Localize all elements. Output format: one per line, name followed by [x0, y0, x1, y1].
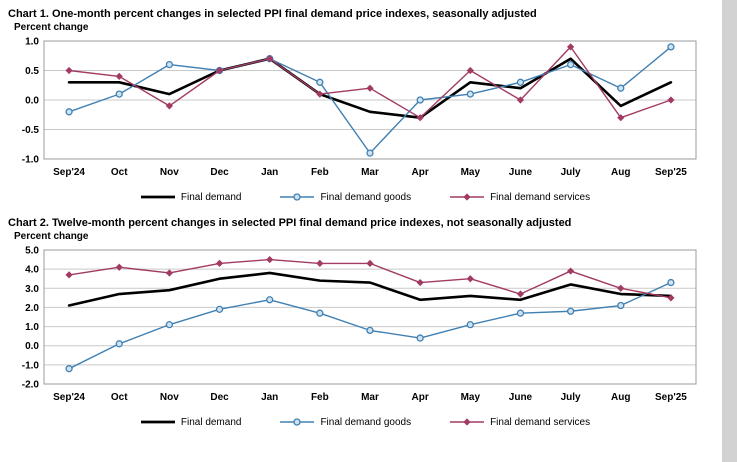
- svg-text:-2.0: -2.0: [22, 380, 40, 391]
- svg-text:2.0: 2.0: [25, 303, 39, 314]
- svg-text:July: July: [561, 167, 581, 178]
- legend-swatch-1-0: [140, 195, 175, 199]
- svg-text:June: June: [509, 167, 533, 178]
- svg-text:May: May: [461, 392, 481, 403]
- legend-item: Final demand: [140, 416, 242, 428]
- legend-item: Final demand goods: [279, 416, 411, 428]
- legend-label: Final demand services: [490, 191, 591, 203]
- legend-swatch-1-1: [280, 193, 315, 201]
- svg-text:Oct: Oct: [111, 167, 128, 178]
- chart2-ylabel: Percent change: [14, 231, 89, 242]
- page-root: Chart 1. One-month percent changes in se…: [0, 0, 722, 428]
- legend-swatch-2-1: [280, 418, 315, 426]
- svg-text:Jan: Jan: [261, 167, 278, 178]
- svg-text:Aug: Aug: [611, 167, 630, 178]
- chart2-title: Chart 2. Twelve-month percent changes in…: [8, 217, 572, 229]
- legend-label: Final demand goods: [320, 191, 412, 203]
- svg-text:Aug: Aug: [611, 392, 630, 403]
- svg-text:Sep'24: Sep'24: [53, 167, 85, 178]
- chart2-section: Chart 2. Twelve-month percent changes in…: [0, 209, 722, 428]
- svg-text:0.5: 0.5: [25, 66, 39, 77]
- svg-text:Sep'24: Sep'24: [53, 392, 85, 403]
- svg-text:4.0: 4.0: [25, 265, 39, 276]
- svg-text:-0.5: -0.5: [22, 125, 40, 136]
- svg-text:Mar: Mar: [361, 392, 379, 403]
- legend-item: Final demand services: [449, 416, 590, 428]
- svg-text:Feb: Feb: [311, 392, 329, 403]
- svg-text:-1.0: -1.0: [22, 155, 40, 166]
- chart1-section: Chart 1. One-month percent changes in se…: [0, 0, 722, 203]
- legend-label: Final demand services: [490, 416, 591, 428]
- svg-text:0.0: 0.0: [25, 341, 39, 352]
- svg-text:Nov: Nov: [160, 167, 179, 178]
- svg-text:Dec: Dec: [210, 167, 229, 178]
- legend-swatch-2-0: [140, 420, 175, 424]
- svg-text:Apr: Apr: [412, 392, 429, 403]
- legend-label: Final demand goods: [320, 416, 412, 428]
- svg-text:July: July: [561, 392, 581, 403]
- svg-text:Sep'25: Sep'25: [655, 167, 687, 178]
- svg-text:5.0: 5.0: [25, 246, 39, 257]
- svg-text:Sep'25: Sep'25: [655, 392, 687, 403]
- svg-text:-1.0: -1.0: [22, 360, 40, 371]
- svg-text:Feb: Feb: [311, 167, 329, 178]
- chart1-ylabel: Percent change: [14, 22, 89, 33]
- svg-text:0.0: 0.0: [25, 96, 39, 107]
- legend-item: Final demand goods: [279, 191, 411, 203]
- svg-text:Oct: Oct: [111, 392, 128, 403]
- svg-text:June: June: [509, 392, 533, 403]
- svg-text:3.0: 3.0: [25, 284, 39, 295]
- svg-text:1.0: 1.0: [25, 37, 39, 48]
- svg-text:Mar: Mar: [361, 167, 379, 178]
- legend-item: Final demand: [140, 191, 242, 203]
- svg-text:Nov: Nov: [160, 392, 179, 403]
- chart-plot-1: 1.0 0.5 0.0 -0.5 -1.0 Sep'24 Oct Nov Dec Jan Feb Ma…: [22, 37, 697, 178]
- legend-swatch-1-2: [450, 193, 485, 201]
- legend-label: Final demand: [180, 416, 242, 428]
- chart2-legend: Final demand Final demand goods Final de…: [8, 416, 722, 428]
- svg-text:1.0: 1.0: [25, 322, 39, 333]
- chart1-title: Chart 1. One-month percent changes in se…: [8, 8, 537, 20]
- svg-text:Dec: Dec: [210, 392, 229, 403]
- svg-text:May: May: [461, 167, 481, 178]
- right-gutter: [722, 0, 737, 462]
- legend-label: Final demand: [180, 191, 242, 203]
- legend-item: Final demand services: [449, 191, 590, 203]
- svg-text:Jan: Jan: [261, 392, 278, 403]
- chart-plot-2: 5.0 4.0 3.0 2.0 1.0 0.0 -1.0 -2.0 Sep'24 Oct Nov De…: [22, 246, 697, 403]
- legend-swatch-2-2: [450, 418, 485, 426]
- chart1-legend: Final demand Final demand goods Final de…: [8, 191, 722, 203]
- svg-text:Apr: Apr: [412, 167, 429, 178]
